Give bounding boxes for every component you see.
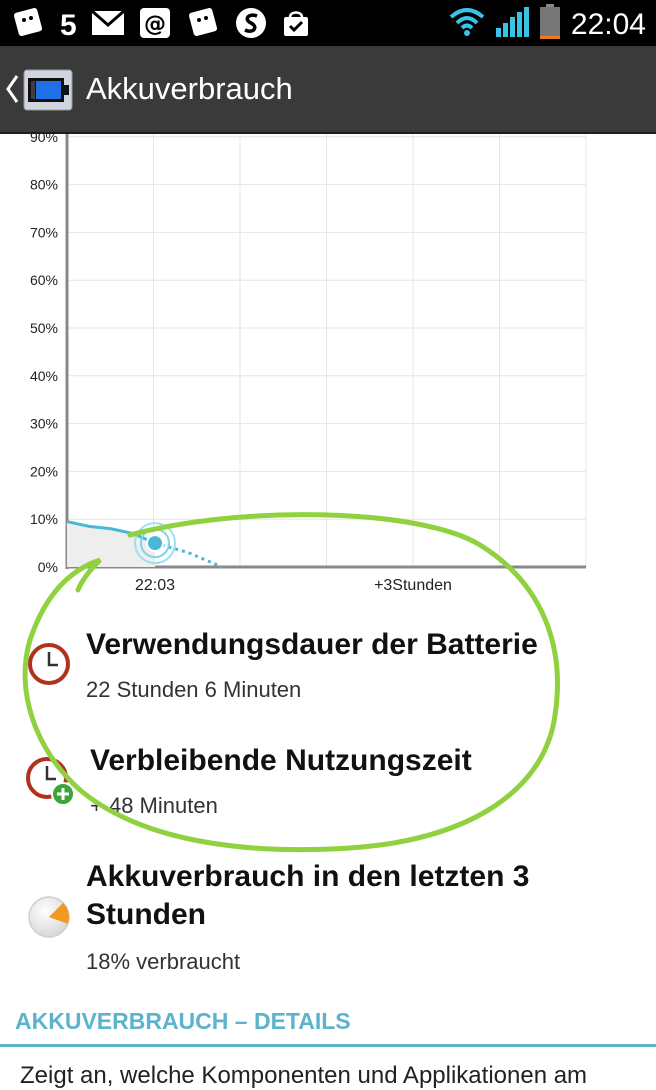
prediction-line — [154, 541, 223, 569]
y-tick-label: 50% — [30, 320, 58, 336]
notification-count: 5 — [60, 8, 77, 42]
usage-last-3-hours-title-line1: Akkuverbrauch in den letzten 3 — [86, 860, 530, 893]
battery-low-icon — [539, 4, 561, 45]
battery-app-icon — [23, 69, 73, 111]
notification-area: 5 @ — [10, 6, 311, 45]
x-tick-label: 22:03 — [135, 577, 175, 594]
action-bar: Akkuverbrauch — [0, 46, 656, 134]
back-button[interactable] — [0, 46, 80, 132]
svg-text:@: @ — [144, 12, 166, 37]
y-tick-label: 90% — [30, 134, 58, 145]
section-divider — [0, 1044, 656, 1047]
shopping-bag-icon — [281, 8, 311, 43]
section-header-details: AKKUVERBRAUCH – DETAILS — [15, 1008, 351, 1034]
y-tick-label: 10% — [30, 511, 58, 527]
list-item-usage-last-3-hours[interactable]: Akkuverbrauch in den letzten 3 Stunden 1… — [0, 850, 656, 990]
y-tick-label: 20% — [30, 463, 58, 479]
current-point — [146, 534, 164, 553]
x-tick-label: +3Stunden — [374, 577, 452, 594]
remaining-time-title: Verbleibende Nutzungszeit — [90, 744, 472, 777]
usage-last-3-hours-value: 18% verbraucht — [86, 949, 241, 974]
y-tick-label: 60% — [30, 272, 58, 288]
section-description: Zeigt an, welche Komponenten und Applika… — [20, 1062, 588, 1089]
swype-icon — [235, 7, 267, 44]
app-notification-icon — [10, 6, 46, 45]
status-bar: 5 @ 22:04 — [0, 0, 656, 46]
y-tick-label: 40% — [30, 368, 58, 384]
clock-time: 22:04 — [570, 7, 646, 41]
y-tick-label: 80% — [30, 177, 58, 193]
usage-duration-title: Verwendungsdauer der Batterie — [86, 628, 538, 661]
mail-icon — [90, 9, 125, 41]
y-tick-label: 70% — [30, 224, 58, 240]
system-tray: 22:04 — [449, 4, 646, 45]
list-item-remaining-time[interactable]: Verbleibende Nutzungszeit + 48 Minuten — [0, 730, 656, 848]
signal-icon — [495, 6, 529, 43]
usage-last-3-hours-title-line2: Stunden — [86, 898, 206, 931]
battery-usage-chart: 0% 10% 20% 30% 40% 50% 60% 70% 80% 90% 22:03 +3Stun… — [0, 134, 656, 604]
app-notification-icon — [185, 6, 221, 45]
remaining-time-value: + 48 Minuten — [90, 793, 218, 818]
chart-svg: 0% 10% 20% 30% 40% 50% 60% 70% 80% 90% 22:03 +3Stun… — [30, 134, 587, 594]
at-sign-icon: @ — [139, 7, 171, 44]
pie-chart-icon — [28, 896, 70, 938]
y-tick-label: 0% — [38, 559, 58, 575]
page-title: Akkuverbrauch — [86, 71, 293, 106]
list-item-usage-duration[interactable]: Verwendungsdauer der Batterie 22 Stunden… — [0, 612, 656, 730]
clock-icon — [28, 643, 70, 685]
clock-plus-icon — [26, 757, 75, 806]
wifi-icon — [449, 7, 485, 42]
usage-duration-value: 22 Stunden 6 Minuten — [86, 677, 302, 702]
chevron-left-icon — [6, 75, 19, 103]
y-tick-label: 30% — [30, 416, 58, 432]
